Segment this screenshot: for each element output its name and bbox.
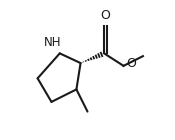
Text: O: O [126, 57, 136, 70]
Text: O: O [100, 9, 110, 22]
Text: NH: NH [44, 36, 62, 49]
